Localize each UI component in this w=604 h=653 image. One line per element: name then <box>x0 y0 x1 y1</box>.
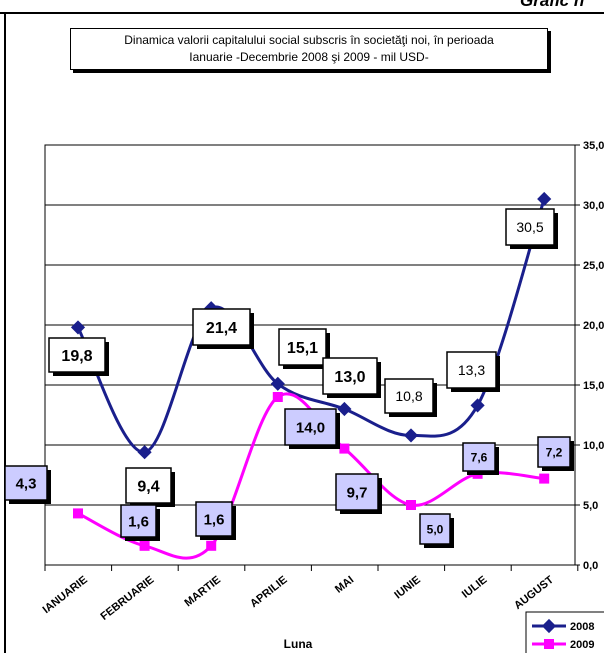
data-label-box-2009 <box>419 513 451 545</box>
data-labels: 19,8 9,4 21,4 15,1 13,0 10,8 13,3 30,5 4,3 1,6 1,6… <box>4 208 574 548</box>
data-point-2009 <box>206 540 217 551</box>
x-axis-title: Luna <box>284 637 313 651</box>
legend: 2008 2009 <box>525 611 604 653</box>
data-label-box-2008 <box>278 328 327 366</box>
data-label-2009: 7,6 <box>471 450 488 464</box>
y-tick-label: 5,0 <box>583 500 598 512</box>
legend-marker-2009 <box>544 639 554 649</box>
data-label-2009: 4,3 <box>16 475 37 492</box>
data-point-2008 <box>337 401 352 417</box>
y-tick-label: 35,0 <box>583 140 604 152</box>
data-label-2008: 15,1 <box>287 340 318 357</box>
data-label-2008: 9,4 <box>137 478 159 495</box>
data-label-2009: 14,0 <box>296 419 325 436</box>
data-label-box-2009 <box>537 436 571 468</box>
y-tick-label: 15,0 <box>583 380 604 392</box>
data-label-box-2008 <box>125 467 172 504</box>
data-label-2009: 7,2 <box>546 445 563 459</box>
y-tick-label: 20,0 <box>583 320 604 332</box>
data-label-box-2009 <box>462 442 496 472</box>
y-tick-label: 25,0 <box>583 260 604 272</box>
data-label-box-2008 <box>192 308 251 346</box>
y-tick-label: 0,0 <box>583 560 598 572</box>
data-label-2008: 19,8 <box>61 348 92 365</box>
y-tick-label: 30,0 <box>583 200 604 212</box>
y-axis-ticks: 0,0 5,0 10,0 15,0 20,0 25,0 30,0 35,0 <box>575 140 604 572</box>
legend-label-2008: 2008 <box>570 621 594 633</box>
data-label-2009: 9,7 <box>347 484 368 501</box>
data-point-2008 <box>537 191 552 207</box>
chart-title-line-2: Ianuarie -Decembrie 2008 şi 2009 - mil U… <box>189 50 429 64</box>
data-label-box-2009 <box>195 501 233 537</box>
data-label-2008: 13,0 <box>334 369 365 386</box>
data-label-box-2008 <box>322 357 378 395</box>
data-point-2009 <box>73 508 83 519</box>
data-label-box-2009 <box>120 504 157 538</box>
data-point-2009 <box>339 443 350 454</box>
legend-marker-2008 <box>541 618 557 634</box>
data-point-2008 <box>70 320 86 335</box>
data-point-2008 <box>270 376 285 391</box>
series-line-2009 <box>77 392 545 560</box>
data-label-2009: 1,6 <box>204 511 225 528</box>
data-label-box-2009 <box>335 473 379 511</box>
data-point-2009 <box>539 473 550 484</box>
data-label-2008: 13,3 <box>458 362 485 378</box>
y-tick-label: 10,0 <box>583 440 604 452</box>
chart-number-label: Grafic n <box>520 0 585 10</box>
data-label-box-2009 <box>4 465 48 501</box>
data-label-2009: 1,6 <box>128 513 149 530</box>
data-label-box-2008 <box>48 337 106 373</box>
legend-label-2009: 2009 <box>570 639 594 651</box>
data-point-2008 <box>470 398 485 413</box>
data-label-box-2008 <box>505 208 555 246</box>
data-point-2008 <box>403 428 419 443</box>
data-point-2008 <box>137 445 152 460</box>
data-label-2009: 5,0 <box>427 522 444 536</box>
data-label-box-2008 <box>446 351 497 389</box>
data-label-2008: 21,4 <box>206 320 237 337</box>
data-point-2009 <box>139 540 150 551</box>
data-label-box-2008 <box>384 378 434 414</box>
chart-title-line-1: Dinamica valorii capitalului social subs… <box>124 33 494 47</box>
data-label-2008: 10,8 <box>395 388 422 404</box>
data-label-box-2009 <box>284 408 337 446</box>
data-label-2008: 30,5 <box>516 219 543 235</box>
data-point-2009 <box>272 392 283 402</box>
data-point-2009 <box>406 500 416 510</box>
series-group <box>70 191 552 560</box>
chart-title: Dinamica valorii capitalului social subs… <box>70 28 548 70</box>
